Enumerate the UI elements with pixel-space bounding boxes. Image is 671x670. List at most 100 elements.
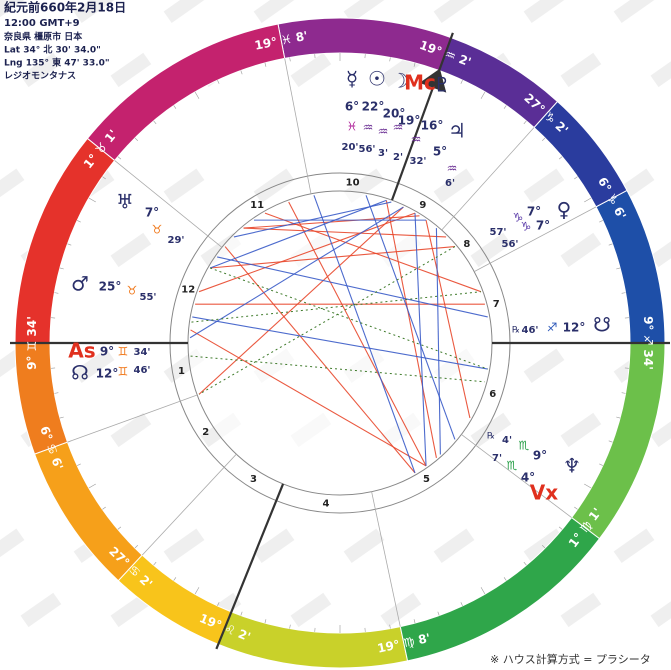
house-cusp xyxy=(67,394,198,443)
degree-tick xyxy=(558,526,563,530)
watermark-tile xyxy=(110,52,152,88)
watermark-tile xyxy=(290,592,332,628)
degree-tick xyxy=(134,137,138,141)
footer-note: ※ ハウス計算方式 = プラシータ xyxy=(490,652,651,666)
degree-tick xyxy=(389,624,391,629)
degree-tick xyxy=(584,483,592,489)
degree-tick xyxy=(67,243,72,246)
planet-sign: ♒ xyxy=(411,133,422,147)
planet-sign: ♒ xyxy=(378,125,389,139)
degree-tick xyxy=(77,463,81,466)
aspect-line xyxy=(365,195,456,440)
degree-tick xyxy=(574,506,578,510)
planet-degree: 9° xyxy=(100,345,114,359)
watermark-tile xyxy=(613,0,655,23)
watermark-tile xyxy=(523,348,565,383)
degree-tick xyxy=(77,220,81,223)
planet-minute: 55' xyxy=(140,292,157,303)
degree-tick xyxy=(173,577,177,581)
degree-tick xyxy=(194,91,200,99)
degree-tick xyxy=(460,80,463,84)
aspect-line xyxy=(414,213,427,466)
house-number: 12 xyxy=(181,284,195,295)
time: 12:00 GMT+9 xyxy=(4,18,80,29)
aspect-line xyxy=(190,329,427,467)
degree-tick xyxy=(503,577,507,581)
planet-minute: 56' xyxy=(502,239,519,250)
planet-sign: ♊ xyxy=(118,365,129,379)
planet-degree: 6° xyxy=(345,100,359,114)
planet-glyph: Mc xyxy=(404,71,436,95)
degree-tick xyxy=(616,267,621,270)
watermark-tile xyxy=(343,528,385,563)
watermark-tile xyxy=(560,592,602,628)
house-number: 7 xyxy=(493,299,500,310)
planet-degree: 7° xyxy=(145,206,159,220)
degree-tick xyxy=(117,526,122,530)
planet-minute: 6' xyxy=(445,178,455,189)
planet-minute: 3' xyxy=(378,148,388,159)
degree-tick xyxy=(616,416,621,419)
watermark-tile xyxy=(0,168,25,203)
watermark-tile xyxy=(523,528,565,563)
house-cusp xyxy=(371,491,401,627)
planet-degree: 9° xyxy=(533,449,547,463)
watermark-tile xyxy=(470,232,512,268)
planet-degree: 16° xyxy=(421,119,444,133)
degree-tick xyxy=(153,120,157,125)
aspect-line xyxy=(385,200,437,459)
watermark-tile xyxy=(523,0,565,23)
house-number: 1 xyxy=(178,366,185,377)
watermark-tile xyxy=(343,0,385,23)
planet-degree: 12° xyxy=(96,367,119,381)
degree-tick xyxy=(134,545,138,549)
aspect-line xyxy=(264,212,482,293)
aspect-line xyxy=(313,195,416,474)
watermark-tile xyxy=(560,232,602,268)
planet-degree: 25° xyxy=(99,280,122,294)
planet-sign: ♒ xyxy=(393,121,404,135)
planet-glyph: ☊ xyxy=(71,361,89,385)
degree-tick xyxy=(480,587,486,595)
planet-degree: 7° xyxy=(527,205,541,219)
cusp-label: 9° ♊ 34' xyxy=(25,316,39,370)
planet-glyph: ♂ xyxy=(71,272,89,296)
house-system: レジオモンタナス xyxy=(4,70,76,82)
degree-tick xyxy=(558,156,563,160)
watermark-tile xyxy=(0,528,25,563)
degree-tick xyxy=(88,197,96,203)
watermark-tile xyxy=(380,592,422,628)
planet-glyph: ♅ xyxy=(116,190,134,214)
planet-glyph: ☋ xyxy=(593,313,611,337)
planet-sign: ♒ xyxy=(447,162,458,176)
planet-minute: 32' xyxy=(410,156,427,167)
degree-tick xyxy=(264,62,267,67)
angle-axis xyxy=(390,32,454,201)
aspect-line xyxy=(209,199,387,269)
watermark-tile xyxy=(433,0,475,23)
aspect-line-minor xyxy=(209,267,488,370)
planet-degree: 20° xyxy=(383,107,406,121)
degree-tick xyxy=(621,292,626,294)
degree-tick xyxy=(480,91,486,99)
house-cusp xyxy=(461,434,572,518)
planet-sign: ♐ xyxy=(547,321,558,335)
planet-minute: 46' xyxy=(134,365,151,376)
degree-tick xyxy=(117,156,122,160)
retrograde: ℞ xyxy=(512,326,520,336)
degree-tick xyxy=(608,243,613,246)
planet-glyph: ♀ xyxy=(557,198,572,222)
planet-sign: ♑ xyxy=(521,220,532,234)
degree-tick xyxy=(102,506,106,510)
planet-minute: 20' xyxy=(342,142,359,153)
house-number: 3 xyxy=(250,474,257,485)
aspect-line-minor xyxy=(198,246,456,395)
watermark-tile xyxy=(0,0,25,23)
degree-tick xyxy=(217,80,220,84)
house-cusp xyxy=(114,160,223,248)
aspect-line-minor xyxy=(191,291,482,323)
house-number: 11 xyxy=(250,200,264,211)
planet-minute: 34' xyxy=(134,347,151,358)
watermark-tile xyxy=(20,592,62,628)
